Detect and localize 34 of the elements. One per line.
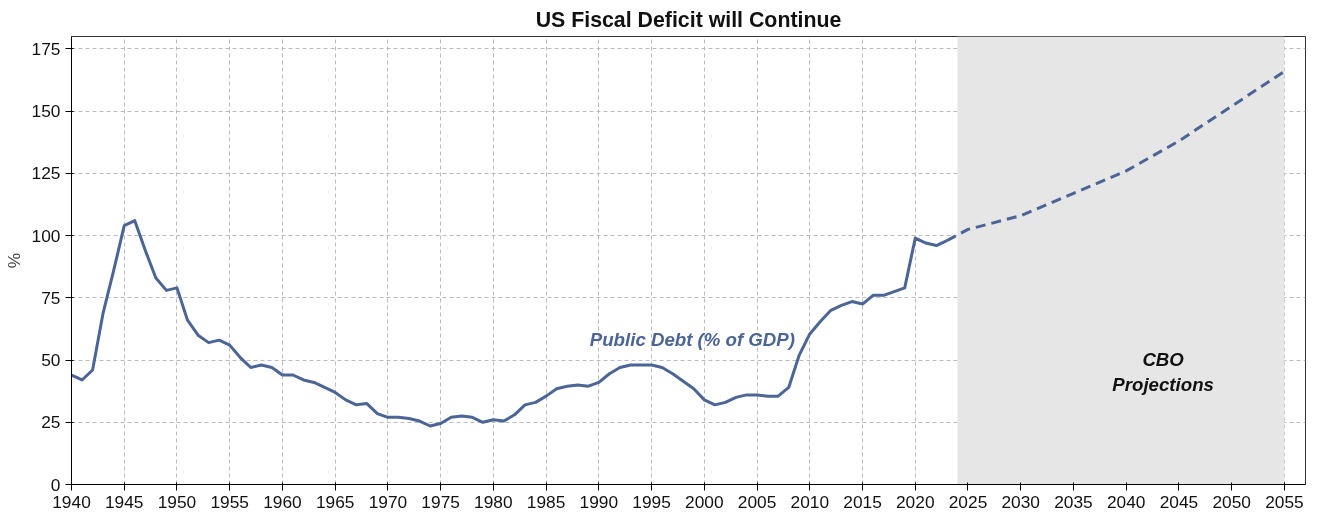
x-tick-label: 1960 [263,491,302,512]
x-tick-label: 1970 [368,491,408,512]
y-tick-label: 175 [31,38,61,59]
x-tick-label: 1985 [526,491,566,512]
x-tick-label: 2000 [685,491,724,512]
x-tick-label: 1990 [579,491,619,512]
y-tick-label: 125 [31,163,61,184]
y-tick-label: 150 [31,101,61,122]
x-tick-label: 1965 [315,491,355,512]
x-tick-label: 1955 [210,491,249,512]
x-tick-label: 2055 [1265,491,1304,512]
x-tick-label: 2050 [1212,491,1251,512]
x-tick-label: 2015 [843,491,882,512]
x-tick-label: 1950 [157,491,197,512]
x-tick-label: 1975 [421,491,460,512]
y-tick-label: 100 [31,225,61,246]
x-tick-label: 2010 [790,491,830,512]
x-tick-label: 1995 [632,491,671,512]
x-tick-label: 2040 [1106,491,1146,512]
x-tick-label: 2020 [895,491,935,512]
y-axis-title: % [3,252,24,269]
band-label: CBO Projections [1112,348,1214,395]
x-tick-label: 2035 [1054,491,1093,512]
x-tick-label: 1980 [474,491,513,512]
y-tick-label: 25 [41,412,61,433]
x-tick-label: 2005 [737,491,777,512]
x-tick-label: 2045 [1159,491,1199,512]
series-label: Public Debt (% of GDP) [589,329,795,351]
x-tick-label: 2030 [1001,491,1041,512]
y-tick-label: 50 [41,350,61,371]
chart-title: US Fiscal Deficit will Continue [535,7,842,32]
x-tick-label: 1945 [104,491,144,512]
x-tick-label: 2025 [948,491,988,512]
y-tick-label: 75 [41,287,61,308]
